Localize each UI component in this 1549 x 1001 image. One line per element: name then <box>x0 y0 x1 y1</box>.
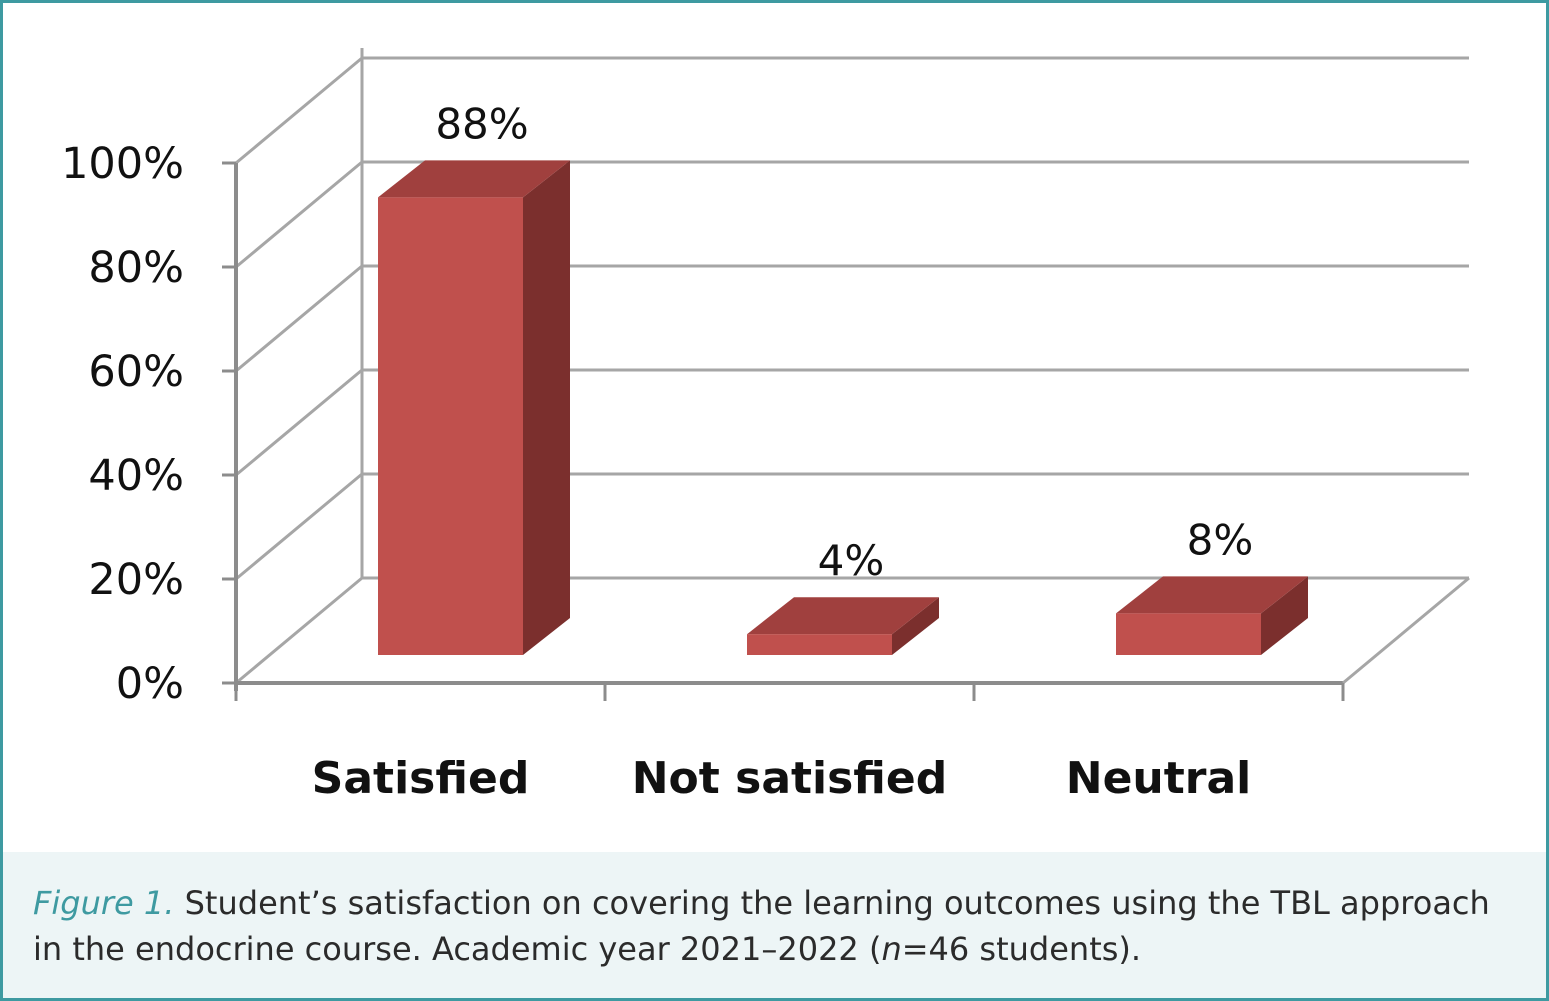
bar-front-neutral <box>1116 613 1261 655</box>
gridline-side-60 <box>235 264 363 373</box>
bar-chart: 0% 20% 40% 60% 80% 100% 88% 4% 8% Satisfied Not … <box>61 48 1470 804</box>
bar-side-neutral <box>1261 576 1308 655</box>
gridline-side-40 <box>235 368 363 477</box>
x-category-not-satisfied: Not satisfied <box>632 753 948 804</box>
bar-satisfied <box>378 160 570 655</box>
bar-front-satisfied <box>378 197 523 655</box>
data-labels: 88% 4% 8% <box>435 99 1253 585</box>
gridline-side-80 <box>235 160 363 269</box>
bar-top-neutral <box>1116 576 1308 614</box>
gridline-side-0 <box>235 576 363 685</box>
data-label-not-satisfied: 4% <box>818 536 885 585</box>
caption-n-variable: n <box>881 930 902 968</box>
axes <box>222 48 1470 701</box>
data-label-neutral: 8% <box>1187 515 1254 564</box>
bar-front-not-satisfied <box>747 634 892 655</box>
x-category-satisfied: Satisfied <box>312 753 530 804</box>
y-tick-label-100: 100% <box>61 139 184 189</box>
gridline-side-100 <box>235 56 363 165</box>
y-tick-label-80: 80% <box>88 243 184 293</box>
bar-top-satisfied <box>378 160 570 198</box>
y-tick-label-40: 40% <box>88 451 184 501</box>
bar-not-satisfied <box>747 597 939 655</box>
bars <box>378 160 1308 655</box>
y-tick-labels: 0% 20% 40% 60% 80% 100% <box>61 139 184 709</box>
bar-side-satisfied <box>523 160 570 655</box>
data-label-satisfied: 88% <box>435 99 528 148</box>
x-category-labels: Satisfied Not satisfied Neutral <box>312 753 1252 804</box>
y-tick-label-60: 60% <box>88 347 184 397</box>
gridline-side-20 <box>235 472 363 581</box>
figure-caption: Figure 1. Student’s satisfaction on cove… <box>3 852 1546 998</box>
x-category-neutral: Neutral <box>1066 753 1252 804</box>
figure-label: Figure 1. <box>33 884 175 922</box>
bar-neutral <box>1116 576 1308 655</box>
caption-text: Student’s satisfaction on covering the l… <box>33 884 1490 968</box>
bar-side-not-satisfied <box>892 597 939 655</box>
y-tick-label-0: 0% <box>116 659 184 709</box>
floor-right-edge <box>1342 576 1470 685</box>
bar-top-not-satisfied <box>747 597 939 635</box>
caption-text-end: =46 students). <box>901 930 1142 968</box>
y-tick-label-20: 20% <box>88 555 184 605</box>
